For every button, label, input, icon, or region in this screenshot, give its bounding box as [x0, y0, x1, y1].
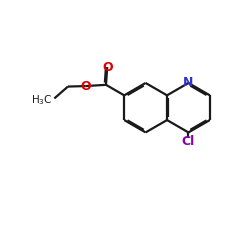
Text: N: N [183, 76, 194, 90]
Text: H$_3$C: H$_3$C [31, 93, 52, 106]
Text: O: O [102, 60, 113, 74]
Text: Cl: Cl [182, 135, 195, 148]
Text: O: O [80, 80, 91, 92]
